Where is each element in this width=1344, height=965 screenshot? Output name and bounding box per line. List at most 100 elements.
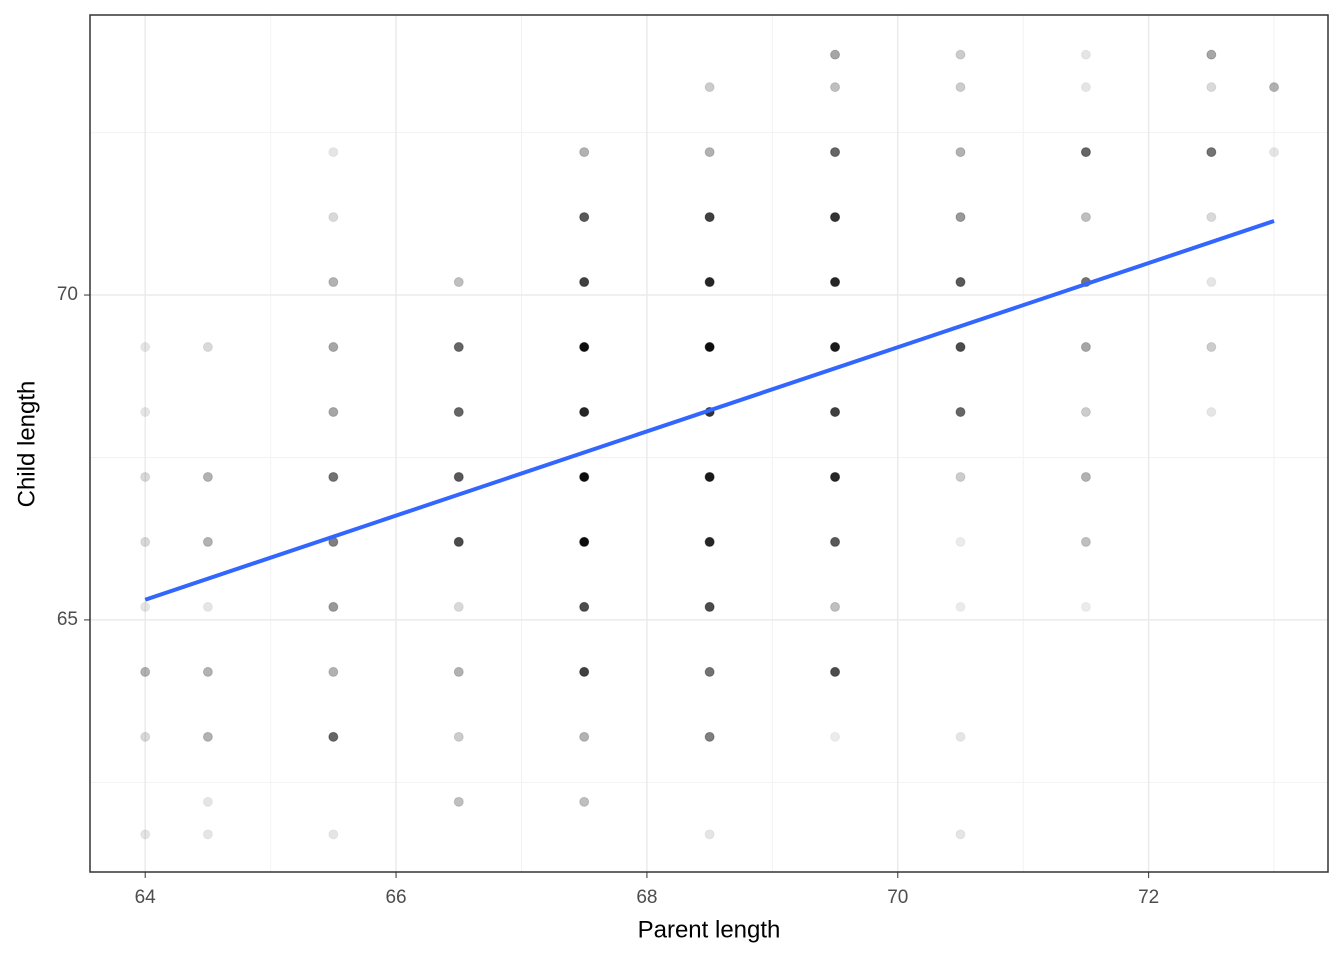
point [830,406,841,417]
point [328,601,339,612]
point [955,601,966,612]
point [1080,82,1091,93]
point [1080,147,1091,158]
point [955,212,966,223]
point [579,796,590,807]
point [328,277,339,288]
point [955,829,966,840]
point [830,731,841,742]
point [1206,147,1217,158]
point [579,277,590,288]
point [1206,212,1217,223]
point [1080,342,1091,353]
point [328,471,339,482]
point [453,796,464,807]
y-tick-label: 70 [57,284,78,305]
point [955,82,966,93]
point [955,406,966,417]
y-tick-label: 65 [57,609,78,630]
point [453,601,464,612]
point [955,536,966,547]
point [704,212,715,223]
point [140,731,151,742]
point [202,666,213,677]
point [140,342,151,353]
point [704,277,715,288]
point [830,536,841,547]
point [1080,212,1091,223]
fit-line [144,219,1275,602]
point [704,147,715,158]
point [140,536,151,547]
x-tick-label: 72 [1138,887,1159,908]
point [1080,601,1091,612]
point [579,666,590,677]
point [704,82,715,93]
point [579,406,590,417]
point [453,277,464,288]
point [1080,406,1091,417]
point [579,731,590,742]
point [1206,342,1217,353]
point [1080,471,1091,482]
point [328,666,339,677]
point [202,536,213,547]
point [704,536,715,547]
x-tick-label: 64 [135,887,157,908]
point [1206,49,1217,60]
point [955,342,966,353]
point [579,471,590,482]
point [579,342,590,353]
point [704,471,715,482]
point [955,731,966,742]
point [202,796,213,807]
point [453,342,464,353]
point [830,49,841,60]
point [328,406,339,417]
point [202,342,213,353]
point [140,666,151,677]
point [1206,406,1217,417]
point [453,666,464,677]
point [202,601,213,612]
point [955,471,966,482]
point [140,829,151,840]
point [830,601,841,612]
point [955,49,966,60]
x-tick-label: 66 [385,887,406,908]
point [830,342,841,353]
point [830,147,841,158]
point [830,277,841,288]
point [579,536,590,547]
point [704,666,715,677]
point [704,731,715,742]
point [202,731,213,742]
point [955,147,966,158]
point [830,471,841,482]
point [1269,82,1280,93]
point [328,342,339,353]
point [704,601,715,612]
panel-border [89,14,1329,873]
y-axis-title: Child length [13,381,40,508]
point [328,212,339,223]
point [328,147,339,158]
point [453,536,464,547]
point [1080,49,1091,60]
point [1206,277,1217,288]
point [1269,147,1280,158]
point [955,277,966,288]
x-tick-label: 68 [636,887,657,908]
point [453,471,464,482]
point [202,471,213,482]
point [579,601,590,612]
point [1080,536,1091,547]
point [830,82,841,93]
point [140,601,151,612]
point [453,406,464,417]
point [453,731,464,742]
point [830,212,841,223]
point [579,212,590,223]
